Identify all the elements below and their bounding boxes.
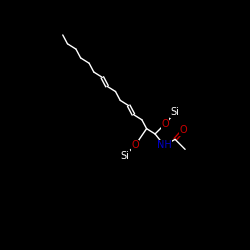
Text: O: O xyxy=(161,119,169,129)
Text: Si: Si xyxy=(120,150,130,160)
Text: NH: NH xyxy=(157,140,172,150)
Text: O: O xyxy=(180,125,188,135)
Text: Si: Si xyxy=(171,108,179,118)
Text: O: O xyxy=(131,140,139,150)
